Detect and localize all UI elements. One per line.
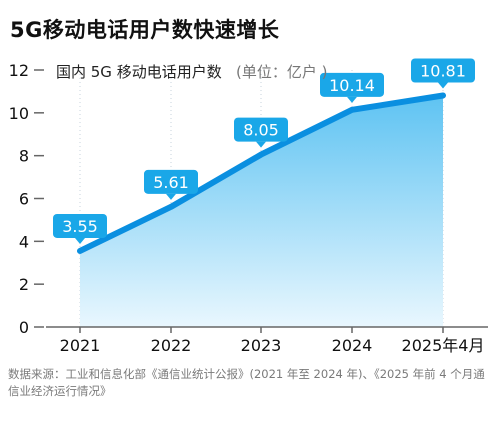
data-label-text: 3.55 [62,217,98,236]
y-tick-label: 4 [19,232,29,251]
data-label-text: 10.14 [329,76,375,95]
data-label-pointer [256,141,266,148]
data-label: 3.55 [53,213,107,244]
x-tick-label: 2022 [151,336,192,355]
y-tick-label: 6 [19,190,29,209]
data-label-box [53,213,107,238]
data-label-box [144,169,198,194]
y-tick-label: 10 [9,104,29,123]
x-tick-label: 2023 [241,336,282,355]
chart-title: 5G移动电话用户数快速增长 [10,18,280,42]
data-label: 10.81 [411,58,475,89]
data-label-text: 5.61 [153,173,189,192]
data-label-text: 10.81 [420,61,466,80]
data-label-pointer [75,237,85,244]
legend-series-label: 国内 5G 移动电话用户数 [56,63,222,81]
data-label-text: 8.05 [243,121,279,140]
data-label: 5.61 [144,169,198,200]
data-label-pointer [166,193,176,200]
y-tick-label: 8 [19,147,29,166]
y-tick-label: 2 [19,275,29,294]
data-label-box [320,72,384,97]
data-label: 8.05 [234,117,288,148]
legend-unit-label: (单位：亿户 ) [236,63,327,81]
series-line [77,92,446,254]
area-fill [80,95,443,327]
x-tick-label: 2024 [332,336,373,355]
y-tick-label: 12 [9,61,29,80]
data-label-pointer [438,82,448,89]
data-label-pointer [347,96,357,103]
x-tick-label: 2025年4月 [402,336,485,355]
data-label: 10.14 [320,72,384,103]
source-note: 数据来源：工业和信息化部《通信业统计公报》(2021 年至 2024 年)、《2… [8,367,485,398]
data-label-box [411,58,475,83]
data-label-box [234,117,288,142]
y-tick-label: 0 [19,318,29,337]
x-tick-label: 2021 [60,336,101,355]
